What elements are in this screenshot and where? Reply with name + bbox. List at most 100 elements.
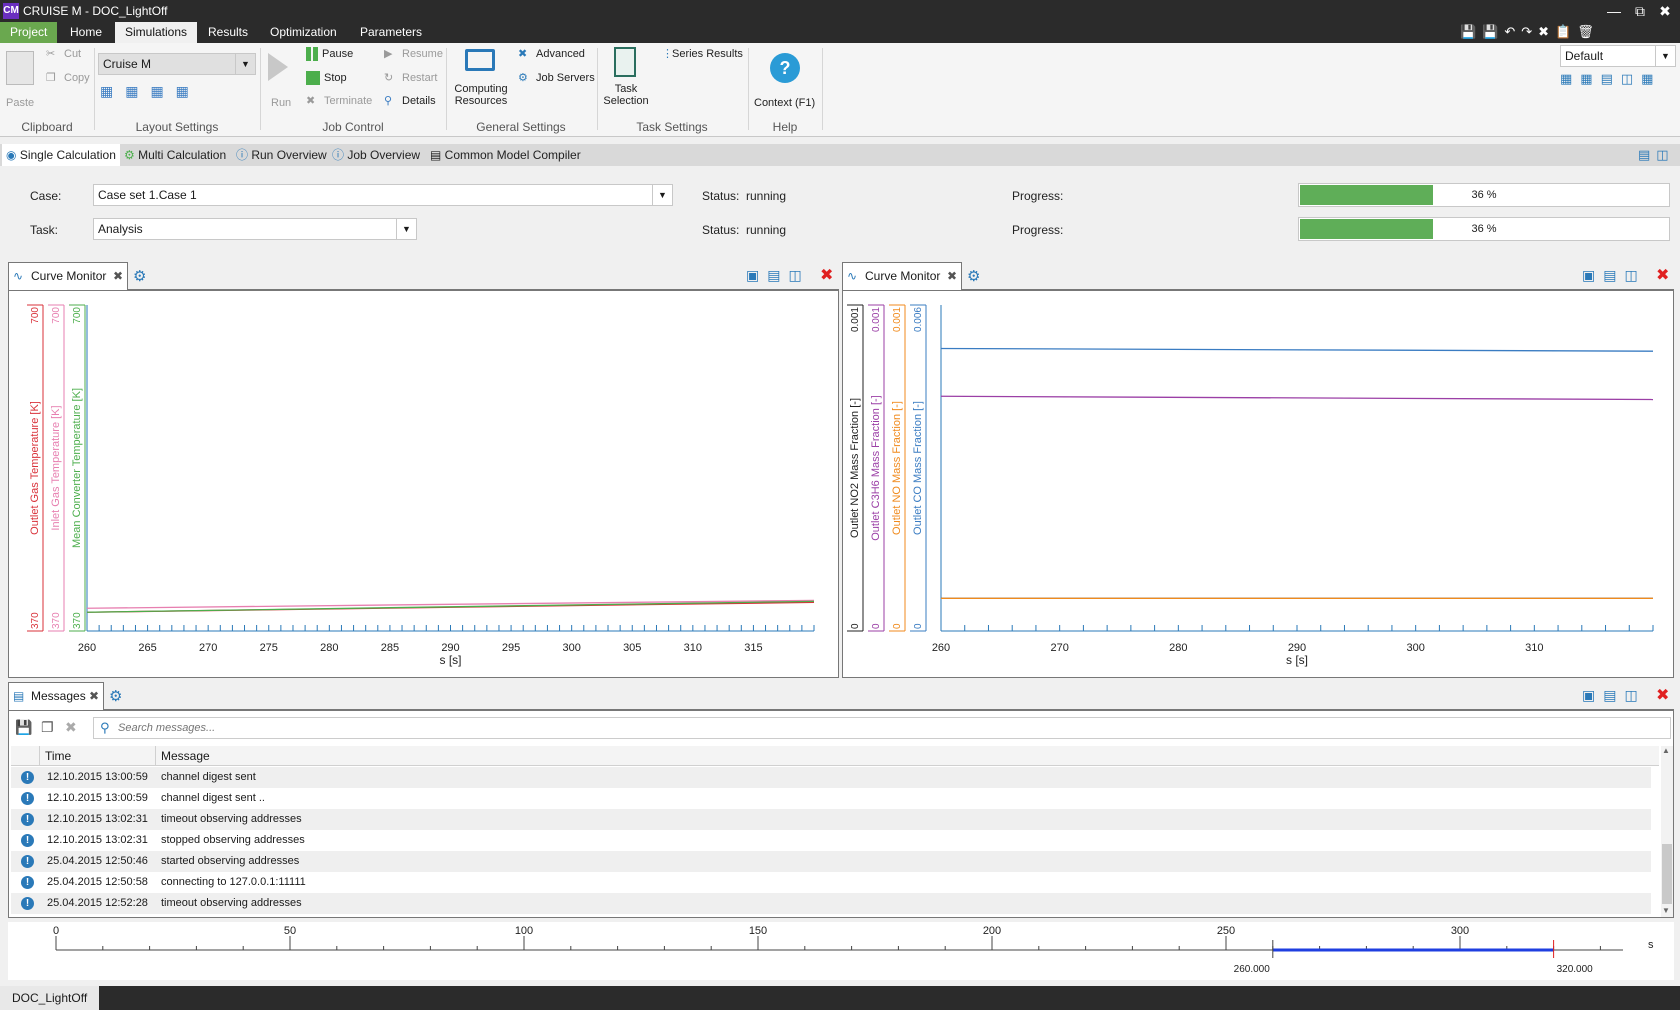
y-axis-min-label: 0	[850, 623, 861, 629]
chevron-down-icon[interactable]: ▼	[1655, 46, 1675, 66]
timeline-axis[interactable]: 0 50 100 150 200 250 300 s 260.000 320.000	[8, 922, 1674, 980]
monitor-icon[interactable]	[465, 49, 495, 71]
copy-button[interactable]: ❐ Copy	[46, 71, 90, 85]
help-icon[interactable]: ?	[770, 53, 800, 83]
save-icon[interactable]: 💾	[15, 719, 33, 735]
message-row[interactable]: ! 12.10.2015 13:02:31 timeout observing ad…	[11, 809, 1651, 830]
case-combo[interactable]: Case set 1.Case 1 ▼	[93, 184, 673, 206]
job-servers-button[interactable]: ⚙ Job Servers	[518, 71, 595, 85]
progress-text: 36 %	[1471, 189, 1497, 201]
tab-label: Messages	[31, 689, 86, 703]
case-progress-label: Progress:	[1012, 189, 1064, 203]
clear-icon[interactable]: ✖	[65, 719, 77, 735]
restart-button[interactable]: ↻ Restart	[384, 71, 437, 85]
close-tab-icon[interactable]: ✖	[113, 269, 124, 283]
minimize-icon[interactable]: —	[1607, 3, 1621, 19]
info-icon: !	[21, 834, 34, 847]
message-row[interactable]: ! 25.04.2015 12:50:58 connecting to 127.0.…	[11, 872, 1651, 893]
time-column-header[interactable]: Time	[45, 749, 72, 763]
series-line	[940, 347, 1654, 352]
y-axis-min-label: 0	[871, 623, 882, 629]
panel-layout-icons[interactable]: ▣▤◫	[746, 267, 810, 283]
message-row[interactable]: ! 12.10.2015 13:02:31 stopped observing ad…	[11, 830, 1651, 851]
server-icon: ⚙	[518, 72, 528, 84]
paste-icon[interactable]	[6, 51, 34, 85]
settings-gear-icon[interactable]: ⚙	[967, 268, 981, 285]
message-text: stopped observing addresses	[161, 834, 305, 846]
messages-tab[interactable]: ▤ Messages ✖	[8, 682, 104, 710]
task-selection-button[interactable]: Task Selection	[603, 83, 649, 107]
layout-quick-icons[interactable]: ▦▦▤◫▦	[1560, 71, 1662, 86]
panel-layout-icons[interactable]: ▣▤◫	[1582, 267, 1646, 283]
settings-gear-icon[interactable]: ⚙	[109, 688, 123, 705]
message-row[interactable]: ! 25.04.2015 12:50:46 started observing ad…	[11, 851, 1651, 872]
menu-parameters[interactable]: Parameters	[360, 25, 423, 39]
right-monitor-panel: 0.001 0 Outlet NO2 Mass Fraction [-] 0.001 0…	[842, 290, 1674, 678]
layout-combo[interactable]: Cruise M ▼	[98, 53, 256, 75]
close-panel-icon[interactable]: ✖	[1656, 267, 1670, 284]
copy-icon[interactable]: ❐	[41, 719, 54, 735]
close-tab-icon[interactable]: ✖	[89, 689, 100, 703]
x-tick-label: 310	[1525, 642, 1543, 654]
play-icon[interactable]	[268, 53, 288, 81]
terminate-button[interactable]: ✖ Terminate	[306, 94, 372, 108]
view-layout-icons[interactable]: ▤◫	[1638, 147, 1675, 162]
tab-job-overview[interactable]: ⓘ Job Overview	[328, 144, 424, 166]
layout-tools[interactable]: ▦▦▦▦	[100, 83, 201, 99]
chevron-down-icon[interactable]: ▼	[235, 54, 255, 74]
scroll-up-icon[interactable]: ▲	[1662, 746, 1670, 755]
menu-optimization[interactable]: Optimization	[270, 25, 337, 39]
close-tab-icon[interactable]: ✖	[947, 269, 958, 283]
tab-run-overview[interactable]: ⓘ Run Overview	[232, 144, 331, 166]
right-curve-chart[interactable]: 0.001 0 Outlet NO2 Mass Fraction [-] 0.001 0…	[843, 291, 1673, 677]
close-icon[interactable]: ✖	[1659, 3, 1671, 19]
menu-home[interactable]: Home	[70, 25, 103, 39]
message-row[interactable]: ! 25.04.2015 12:52:28 timeout observing ad…	[11, 893, 1651, 914]
close-panel-icon[interactable]: ✖	[820, 267, 834, 284]
series-line	[940, 395, 1654, 401]
search-box[interactable]: ⚲	[93, 717, 1671, 739]
tab-single-calculation[interactable]: ◉ Single Calculation	[2, 144, 120, 166]
chevron-down-icon[interactable]: ▼	[652, 185, 672, 205]
messages-scrollbar[interactable]: ▲ ▼	[1661, 746, 1673, 917]
details-button[interactable]: ⚲ Details	[384, 94, 436, 108]
cut-button[interactable]: ✂ Cut	[46, 47, 81, 61]
left-curve-chart[interactable]: 700 370 Outlet Gas Temperature [K] 700 370 In…	[9, 291, 838, 677]
advanced-button[interactable]: ✖ Advanced	[518, 47, 585, 61]
paste-button[interactable]: Paste	[6, 97, 35, 109]
series-results-button[interactable]: ⋮Series Results	[662, 47, 743, 61]
pause-button[interactable]: Pause	[306, 47, 353, 61]
left-monitor-tab[interactable]: ∿ Curve Monitor ✖	[8, 262, 128, 290]
quick-access-toolbar[interactable]: 💾💾↶↷✖📋🗑	[1460, 24, 1600, 39]
clipboard-group-label: Clipboard	[21, 120, 73, 134]
tools-icon: ✖	[518, 48, 528, 60]
document-tab[interactable]: DOC_LightOff	[0, 986, 100, 1010]
panel-layout-icons[interactable]: ▣▤◫	[1582, 687, 1646, 703]
message-row[interactable]: ! 12.10.2015 13:00:59 channel digest sent	[11, 767, 1651, 788]
tab-common-model-compiler[interactable]: ▤ Common Model Compiler	[426, 144, 585, 166]
terminate-icon: ✖	[306, 95, 316, 107]
menu-simulations[interactable]: Simulations	[115, 22, 198, 43]
message-row[interactable]: ! 12.10.2015 13:00:59 channel digest sent …	[11, 788, 1651, 809]
restore-icon[interactable]: ⧉	[1635, 3, 1645, 19]
run-button[interactable]: Run	[271, 97, 292, 109]
search-input[interactable]	[118, 719, 1658, 737]
perspective-combo[interactable]: Default ▼	[1560, 45, 1676, 67]
messages-table-header: Time Message	[11, 746, 1659, 766]
message-column-header[interactable]: Message	[161, 749, 210, 763]
tab-multi-calculation[interactable]: ⚙ Multi Calculation	[120, 144, 230, 166]
menu-results[interactable]: Results	[208, 25, 249, 39]
chevron-down-icon[interactable]: ▼	[396, 219, 416, 239]
context-help-button[interactable]: Context (F1)	[754, 97, 816, 109]
task-combo[interactable]: Analysis ▼	[93, 218, 417, 240]
scroll-thumb[interactable]	[1662, 844, 1672, 904]
resume-button[interactable]: ▶ Resume	[384, 47, 443, 61]
right-monitor-tab[interactable]: ∿ Curve Monitor ✖	[842, 262, 962, 290]
settings-gear-icon[interactable]: ⚙	[133, 268, 147, 285]
menu-project[interactable]: Project	[0, 22, 58, 43]
computing-resources-button[interactable]: Computing Resources	[454, 83, 508, 107]
scroll-down-icon[interactable]: ▼	[1662, 906, 1670, 915]
clipboard-list-icon[interactable]	[614, 47, 636, 77]
stop-button[interactable]: Stop	[306, 71, 347, 85]
close-panel-icon[interactable]: ✖	[1656, 687, 1670, 704]
